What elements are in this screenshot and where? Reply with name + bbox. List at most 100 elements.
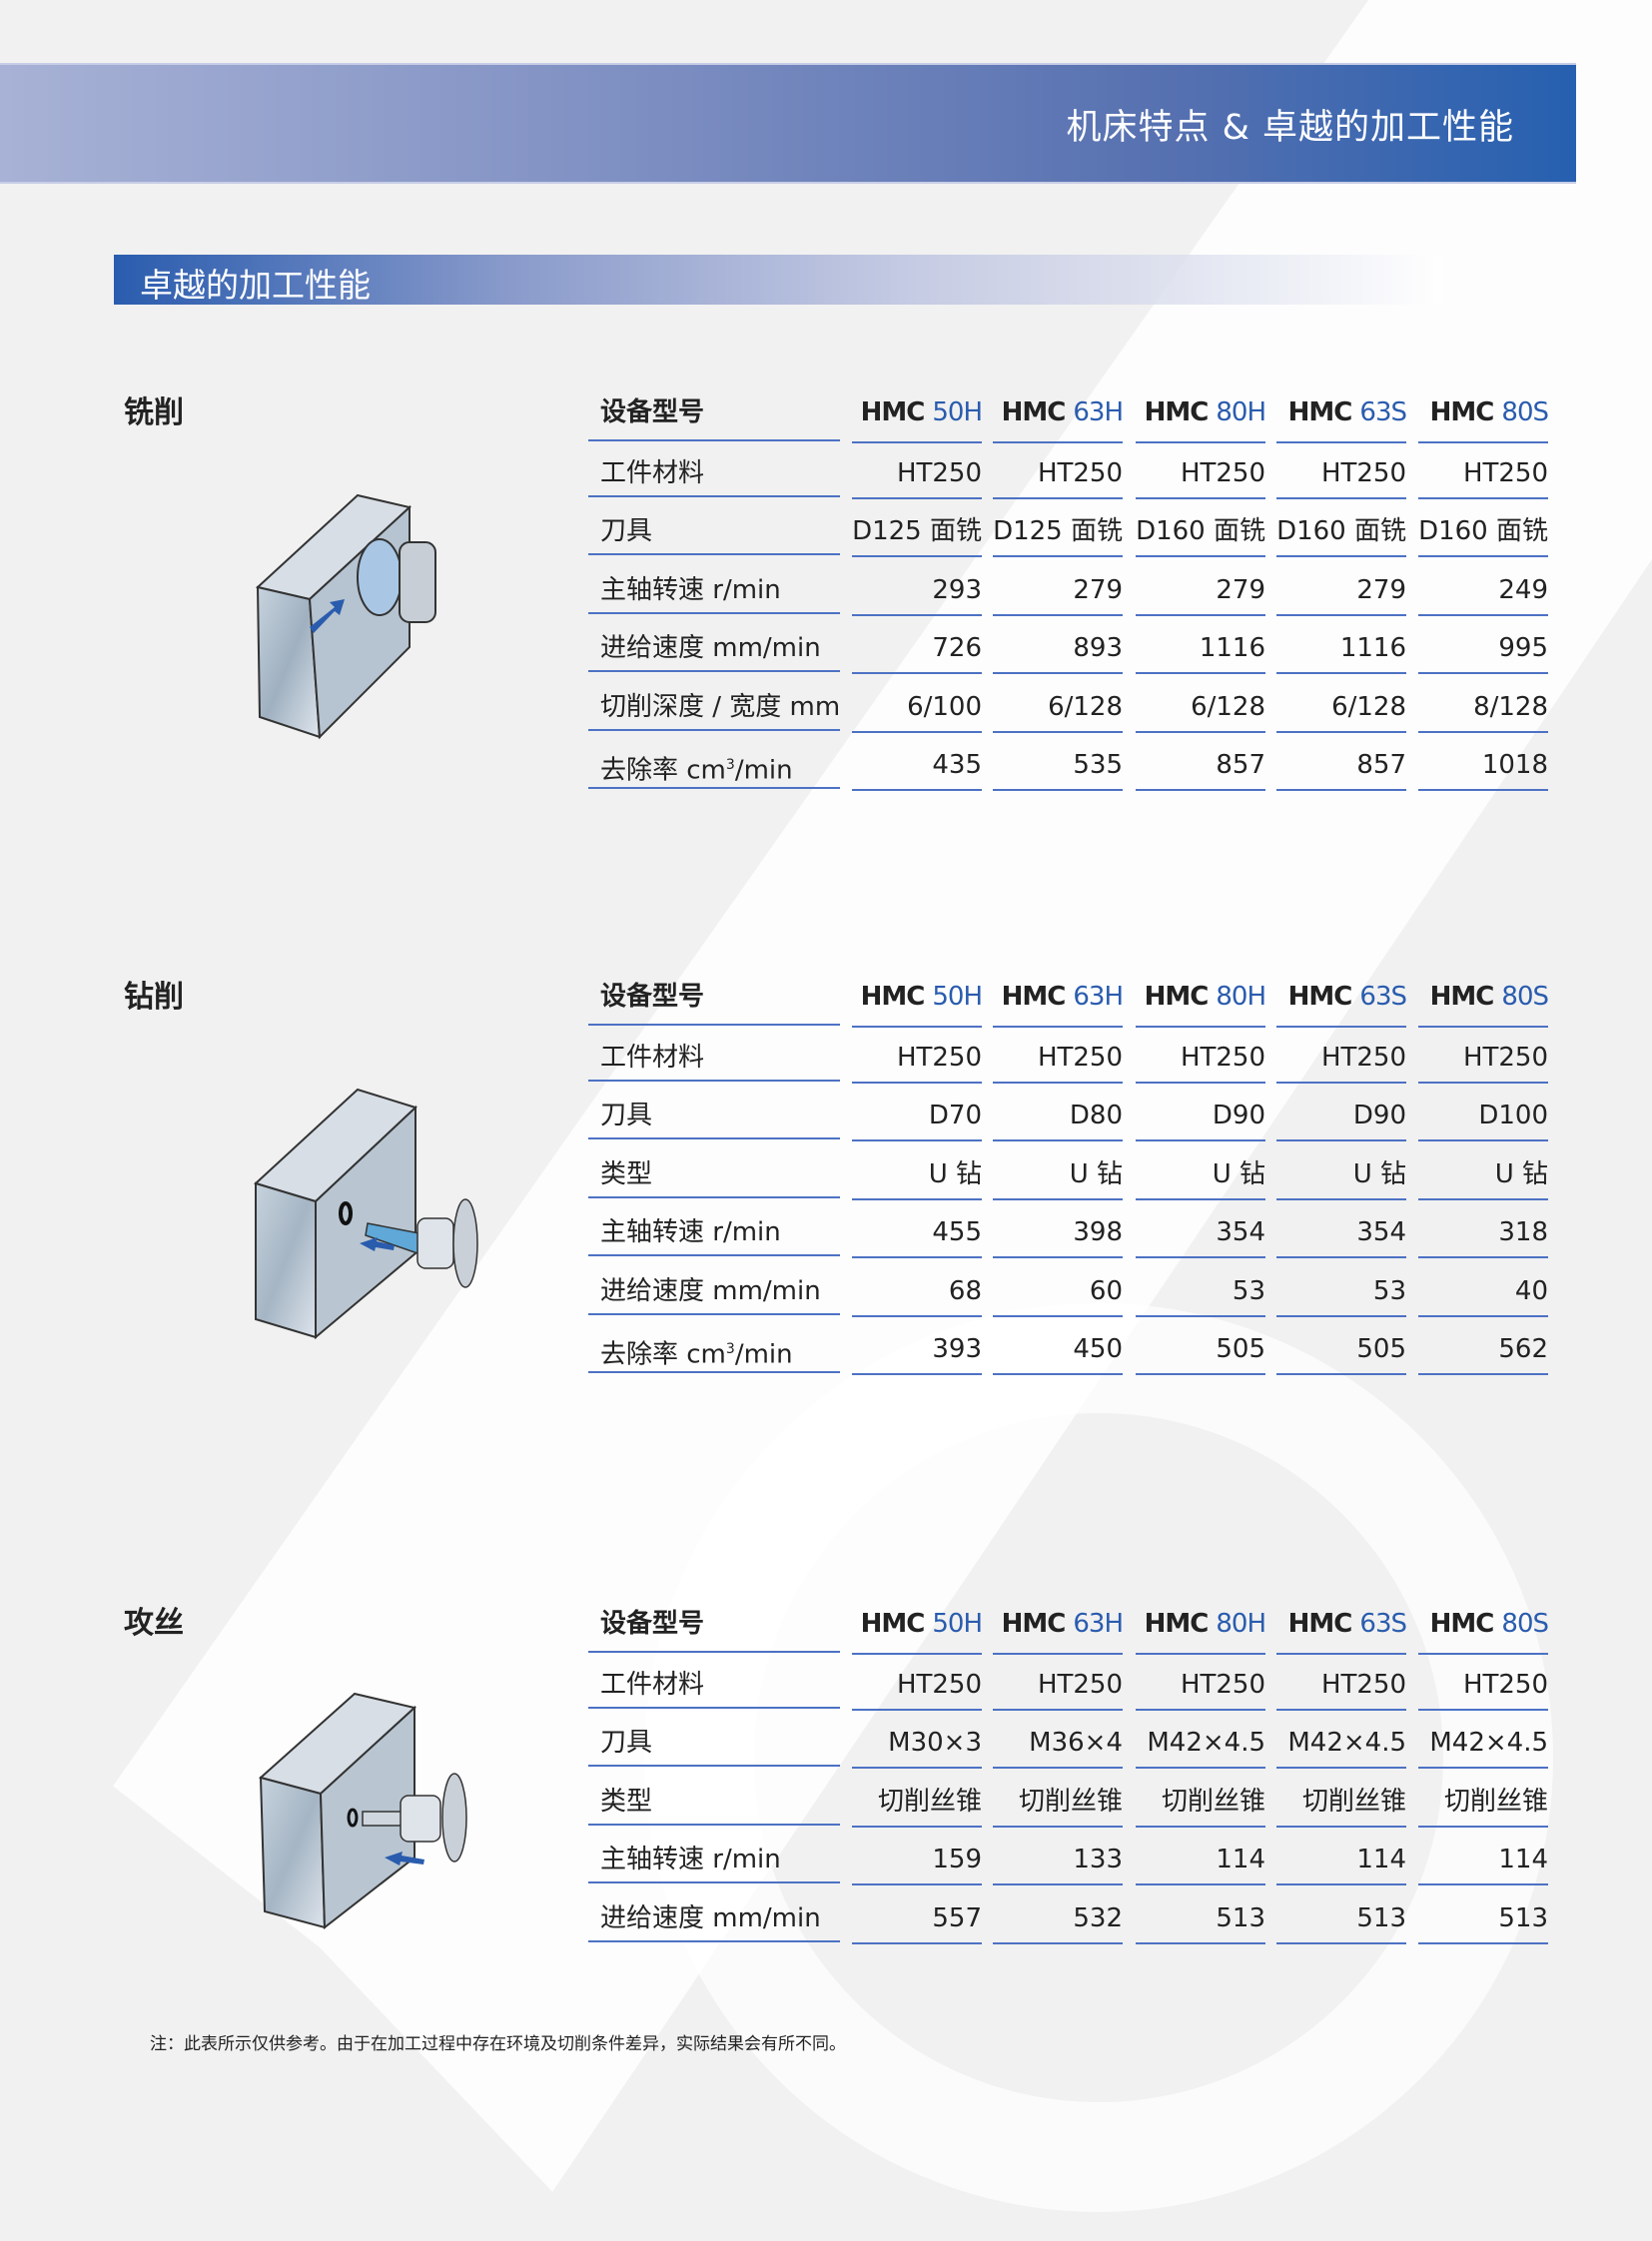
model-prefix: HMC (1144, 397, 1210, 427)
table-row: 刀具 D70 D80 D90 D90 D100 (588, 1086, 1548, 1144)
table-cell: D125 面铣 (993, 501, 1123, 557)
table-cell: 535 (993, 735, 1123, 791)
row-label: 进给速度 mm/min (588, 1888, 840, 1942)
table-cell: 293 (852, 560, 982, 616)
footnote: 注：此表所示仅供参考。由于在加工过程中存在环境及切削条件差异，实际结果会有所不同… (150, 2034, 846, 2054)
model-prefix: HMC (1144, 982, 1210, 1012)
model-header: HMC 80H (1136, 969, 1266, 1028)
model-header: HMC 80H (1136, 384, 1266, 443)
table-cell: 398 (993, 1202, 1123, 1258)
row-label: 刀具 (588, 501, 840, 555)
header-label: 设备型号 (588, 384, 840, 441)
table-row: 主轴转速 r/min 293 279 279 279 249 (588, 560, 1548, 619)
table-header-row: 设备型号 HMC 50H HMC 63H HMC 80H HMC 63S HMC 80S (588, 1596, 1549, 1655)
section-title: 卓越的加工性能 (140, 266, 371, 305)
table-cell: U 钻 (993, 1144, 1123, 1200)
model-prefix: HMC (1001, 397, 1067, 427)
table-row: 工件材料 HT250 HT250 HT250 HT250 HT250 (588, 443, 1548, 502)
row-label: 工件材料 (588, 1028, 840, 1082)
table-cell: 249 (1418, 560, 1548, 616)
model-header: HMC 63S (1276, 1596, 1407, 1655)
model-prefix: HMC (1001, 1609, 1067, 1639)
header-band: 机床特点 & 卓越的加工性能 (0, 63, 1576, 184)
row-label: 进给速度 mm/min (588, 1261, 840, 1315)
section-label-milling: 铣削 (124, 395, 184, 430)
row-label-text: 切削深度 / 宽度 mm (600, 691, 841, 722)
table-row: 切削深度 / 宽度 mm 6/100 6/128 6/128 6/128 8/128 (588, 677, 1548, 736)
table-cell: D70 (852, 1086, 982, 1141)
table-cell: HT250 (993, 1028, 1123, 1084)
row-label-text: 工件材料 (600, 457, 705, 488)
table-cell: D125 面铣 (852, 501, 982, 557)
table-cell: D100 (1418, 1086, 1548, 1141)
table-row: 主轴转速 r/min 455 398 354 354 318 (588, 1202, 1548, 1261)
section-label-tapping: 攻丝 (124, 1606, 184, 1641)
table-cell: 6/128 (1276, 677, 1406, 733)
model-header: HMC 80S (1418, 1596, 1549, 1655)
table-cell: 726 (852, 618, 982, 674)
table-cell: 53 (1276, 1261, 1406, 1317)
model-header: HMC 80H (1136, 1596, 1266, 1655)
table-row: 进给速度 mm/min 726 893 1116 1116 995 (588, 618, 1548, 677)
table-cell: HT250 (1136, 443, 1265, 499)
table-cell: 8/128 (1418, 677, 1548, 733)
row-label-text: 去除率 cm (600, 755, 726, 786)
row-label: 类型 (588, 1772, 840, 1826)
table-row: 去除率 cm3/min 435 535 857 857 1018 (588, 735, 1548, 794)
table-cell: 切削丝锥 (1418, 1772, 1548, 1828)
model-header: HMC 80S (1418, 969, 1549, 1028)
row-label-text: 工件材料 (600, 1669, 705, 1700)
table-cell: 114 (1136, 1830, 1265, 1885)
milling-table: 设备型号 HMC 50H HMC 63H HMC 80H HMC 63S HMC 80S 工… (588, 384, 1549, 794)
superscript: 3 (725, 757, 735, 773)
table-cell: D160 面铣 (1136, 501, 1265, 557)
table-cell: HT250 (1276, 1028, 1406, 1084)
table-cell: 354 (1136, 1202, 1265, 1258)
model-prefix: HMC (1287, 397, 1353, 427)
table-header-row: 设备型号 HMC 50H HMC 63H HMC 80H HMC 63S HMC 80S (588, 384, 1549, 443)
table-cell: HT250 (852, 1028, 982, 1084)
model-prefix: HMC (1287, 1609, 1353, 1639)
table-row: 主轴转速 r/min 159 133 114 114 114 (588, 1830, 1548, 1888)
table-cell: HT250 (1136, 1655, 1265, 1711)
table-row: 类型 切削丝锥 切削丝锥 切削丝锥 切削丝锥 切削丝锥 (588, 1772, 1548, 1831)
model-prefix: HMC (1144, 1609, 1210, 1639)
model-number: 63S (1359, 397, 1407, 427)
table-cell: 513 (1276, 1888, 1406, 1944)
row-label: 刀具 (588, 1086, 840, 1139)
model-header: HMC 80S (1418, 384, 1549, 443)
row-label: 主轴转速 r/min (588, 560, 840, 614)
table-cell: 562 (1418, 1319, 1548, 1375)
model-prefix: HMC (1001, 982, 1067, 1012)
row-label-text: 刀具 (600, 1101, 653, 1130)
table-cell: HT250 (993, 1655, 1123, 1711)
model-number: 80S (1501, 982, 1549, 1012)
model-prefix: HMC (860, 397, 926, 427)
table-row: 进给速度 mm/min 557 532 513 513 513 (588, 1888, 1548, 1947)
tapping-table: 设备型号 HMC 50H HMC 63H HMC 80H HMC 63S HMC 80S 工… (588, 1596, 1549, 1947)
tapping-illustration (258, 1692, 467, 1929)
table-cell: HT250 (1418, 443, 1548, 499)
model-header: HMC 63H (993, 1596, 1124, 1655)
table-cell: D160 面铣 (1276, 501, 1406, 557)
table-cell: 60 (993, 1261, 1123, 1317)
table-cell: HT250 (1276, 443, 1406, 499)
table-cell: HT250 (1418, 1028, 1548, 1084)
row-label: 工件材料 (588, 1655, 840, 1709)
table-cell: 450 (993, 1319, 1123, 1375)
row-label-text: 主轴转速 r/min (600, 574, 781, 605)
section-label-drilling: 钻削 (124, 980, 184, 1015)
row-label-text: 类型 (600, 1158, 653, 1189)
table-cell: HT250 (852, 1655, 982, 1711)
table-cell: 159 (852, 1830, 982, 1885)
table-cell: 279 (993, 560, 1123, 616)
model-number: 80S (1501, 1609, 1549, 1639)
model-header: HMC 63H (993, 969, 1124, 1028)
table-cell: 6/100 (852, 677, 982, 733)
table-cell: 455 (852, 1202, 982, 1258)
table-cell: 114 (1276, 1830, 1406, 1885)
table-cell: 279 (1136, 560, 1265, 616)
table-cell: 513 (1136, 1888, 1265, 1944)
row-label: 类型 (588, 1144, 840, 1198)
table-row: 刀具 D125 面铣 D125 面铣 D160 面铣 D160 面铣 D160 面铣 (588, 501, 1548, 560)
